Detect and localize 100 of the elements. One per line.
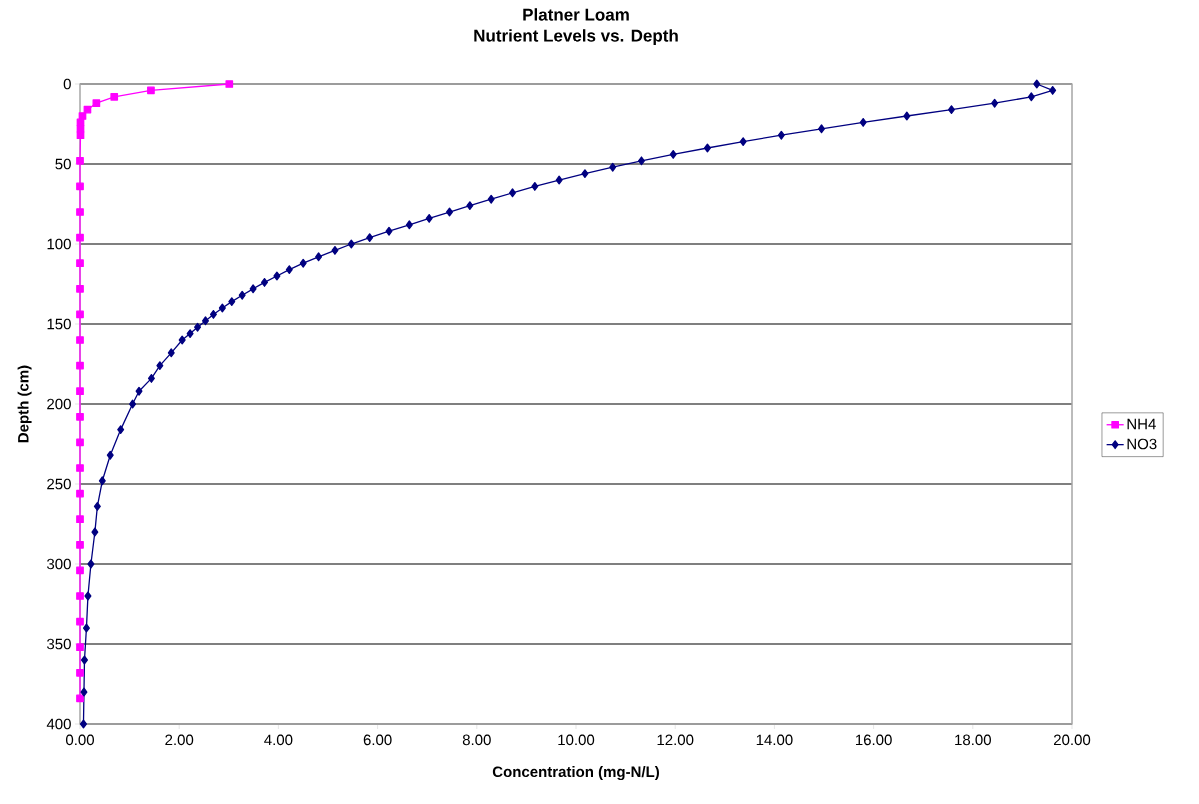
point (76, 208, 84, 216)
point (739, 137, 747, 147)
y-tick-label: 350 (47, 638, 71, 650)
point (209, 309, 217, 319)
point (76, 284, 84, 293)
point (178, 335, 186, 345)
legend-label: NH4 (1127, 418, 1156, 430)
point (92, 99, 101, 108)
point (466, 201, 474, 211)
legend-label: NO3 (1127, 438, 1157, 450)
y-tick-label: 150 (47, 318, 71, 330)
point (818, 124, 826, 134)
point (135, 386, 143, 396)
point (76, 182, 84, 191)
point (167, 348, 175, 358)
y-tick-label: 400 (46, 718, 71, 730)
point (76, 438, 84, 447)
point (1027, 92, 1035, 102)
x-tick-label: 12.00 (657, 734, 694, 746)
y-tick-label: 100 (47, 238, 71, 250)
point (106, 450, 114, 460)
x-tick-label: 2.00 (165, 734, 194, 746)
point (261, 277, 269, 287)
point (201, 316, 209, 326)
point (903, 111, 911, 121)
point (79, 719, 87, 729)
point (405, 220, 413, 230)
point (425, 213, 433, 223)
point (703, 143, 711, 153)
point (366, 233, 374, 243)
point (82, 623, 90, 633)
point (581, 169, 589, 179)
x-tick-label: 18.00 (955, 734, 991, 746)
point (76, 668, 84, 677)
y-tick-label: 250 (47, 478, 71, 490)
point (777, 130, 785, 140)
point (76, 259, 84, 268)
point (225, 80, 234, 88)
point (555, 175, 563, 185)
point (238, 290, 246, 300)
point (76, 131, 85, 140)
x-tick-label: 8.00 (462, 734, 491, 746)
point (76, 387, 84, 396)
point (186, 329, 194, 339)
point (347, 239, 355, 249)
point (669, 149, 677, 159)
point (385, 226, 393, 236)
point (76, 540, 84, 549)
y-axis-title: Depth (cm) (17, 365, 32, 443)
point (947, 105, 955, 115)
point (1033, 79, 1041, 89)
point (76, 233, 84, 242)
point (637, 156, 645, 166)
point (84, 591, 92, 601)
point (76, 643, 84, 652)
point (249, 284, 257, 294)
point (509, 188, 517, 198)
point (76, 156, 84, 165)
point (299, 258, 307, 268)
point (194, 322, 202, 332)
point (80, 655, 88, 665)
point (76, 336, 84, 344)
point (76, 566, 84, 575)
point (76, 694, 84, 703)
y-tick-label: 0 (63, 78, 71, 90)
point (76, 464, 84, 472)
x-tick-label: 16.00 (855, 734, 892, 746)
x-tick-label: 0.00 (65, 734, 94, 746)
point (76, 361, 84, 370)
point (91, 527, 99, 537)
point (285, 265, 293, 275)
point (531, 181, 539, 191)
y-tick-label: 300 (47, 558, 71, 570)
point (80, 687, 88, 697)
point (1049, 85, 1057, 95)
y-tick-label: 200 (47, 398, 71, 410)
point (76, 515, 84, 524)
point (93, 501, 101, 511)
point (117, 425, 125, 435)
point (76, 310, 84, 319)
point (859, 117, 867, 127)
point (331, 245, 339, 255)
point (76, 592, 84, 600)
point (991, 98, 999, 108)
point (98, 476, 106, 486)
point (446, 207, 454, 217)
point (228, 297, 236, 307)
chart-title: Platner Loam Nutrient Levels vs. Depth (474, 8, 678, 46)
point (609, 162, 617, 172)
point (487, 194, 495, 204)
y-tick-label: 50 (55, 158, 71, 170)
x-tick-label: 6.00 (363, 734, 392, 746)
point (129, 399, 137, 409)
x-tick-label: 4.00 (264, 734, 293, 746)
point (273, 271, 281, 281)
point (76, 489, 84, 498)
x-tick-label: 10.00 (558, 734, 595, 746)
point (87, 559, 95, 569)
point (76, 617, 84, 626)
point (156, 361, 164, 371)
